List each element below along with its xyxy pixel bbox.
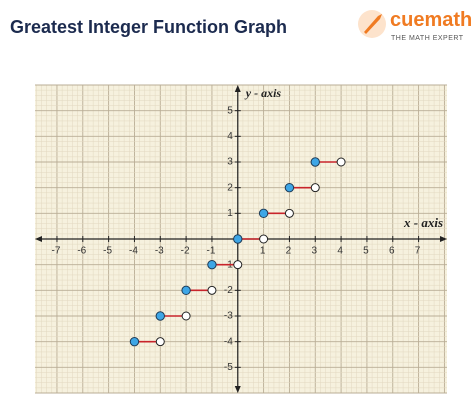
x-tick-label: -1 [206, 246, 215, 257]
open-dot [207, 285, 217, 295]
x-tick-label: -5 [103, 246, 112, 257]
open-dot [233, 260, 243, 270]
closed-dot [284, 182, 295, 193]
y-tick-label: -4 [224, 336, 233, 347]
closed-dot [155, 311, 165, 321]
logo-rocket [364, 14, 382, 34]
x-tick-label: -7 [52, 246, 61, 257]
open-dot [181, 311, 191, 321]
x-tick-label: 1 [260, 246, 266, 257]
x-tick-label: 3 [311, 246, 317, 257]
open-dot [336, 157, 346, 167]
x-tick-label: -6 [77, 246, 86, 257]
y-tick-label: 4 [227, 131, 233, 142]
open-dot [284, 208, 294, 218]
logo: cuemath THE MATH EXPERT [358, 9, 472, 42]
y-tick-label: -5 [224, 362, 233, 373]
x-tick-label: 5 [363, 246, 369, 257]
y-axis-label: y - axis [244, 86, 282, 100]
y-tick-label: 5 [227, 105, 233, 116]
title: Greatest Integer Function Graph [10, 17, 287, 37]
x-tick-label: 6 [389, 246, 395, 257]
closed-dot [207, 259, 217, 270]
open-dot [155, 337, 165, 347]
closed-dot [181, 285, 191, 296]
x-tick-label: 4 [337, 246, 343, 257]
logo-tagline: THE MATH EXPERT [391, 35, 464, 42]
y-tick-label: 3 [227, 157, 233, 168]
open-dot [310, 183, 320, 193]
y-tick-label: -3 [224, 311, 233, 322]
logo-text: cuemath [390, 9, 472, 31]
open-dot [259, 234, 269, 244]
y-tick-label: -2 [224, 285, 233, 296]
x-tick-label: 2 [286, 246, 292, 257]
x-axis-label: x - axis [403, 215, 443, 230]
closed-dot [310, 157, 320, 167]
closed-dot [258, 208, 269, 219]
y-tick-label: 2 [227, 182, 233, 193]
x-tick-label: 7 [415, 246, 421, 257]
y-tick-label: 1 [227, 208, 233, 219]
x-tick-label: -2 [181, 246, 190, 257]
closed-dot [233, 234, 243, 244]
closed-dot [129, 336, 140, 347]
x-tick-label: -4 [129, 246, 138, 257]
x-tick-label: -3 [155, 246, 164, 257]
